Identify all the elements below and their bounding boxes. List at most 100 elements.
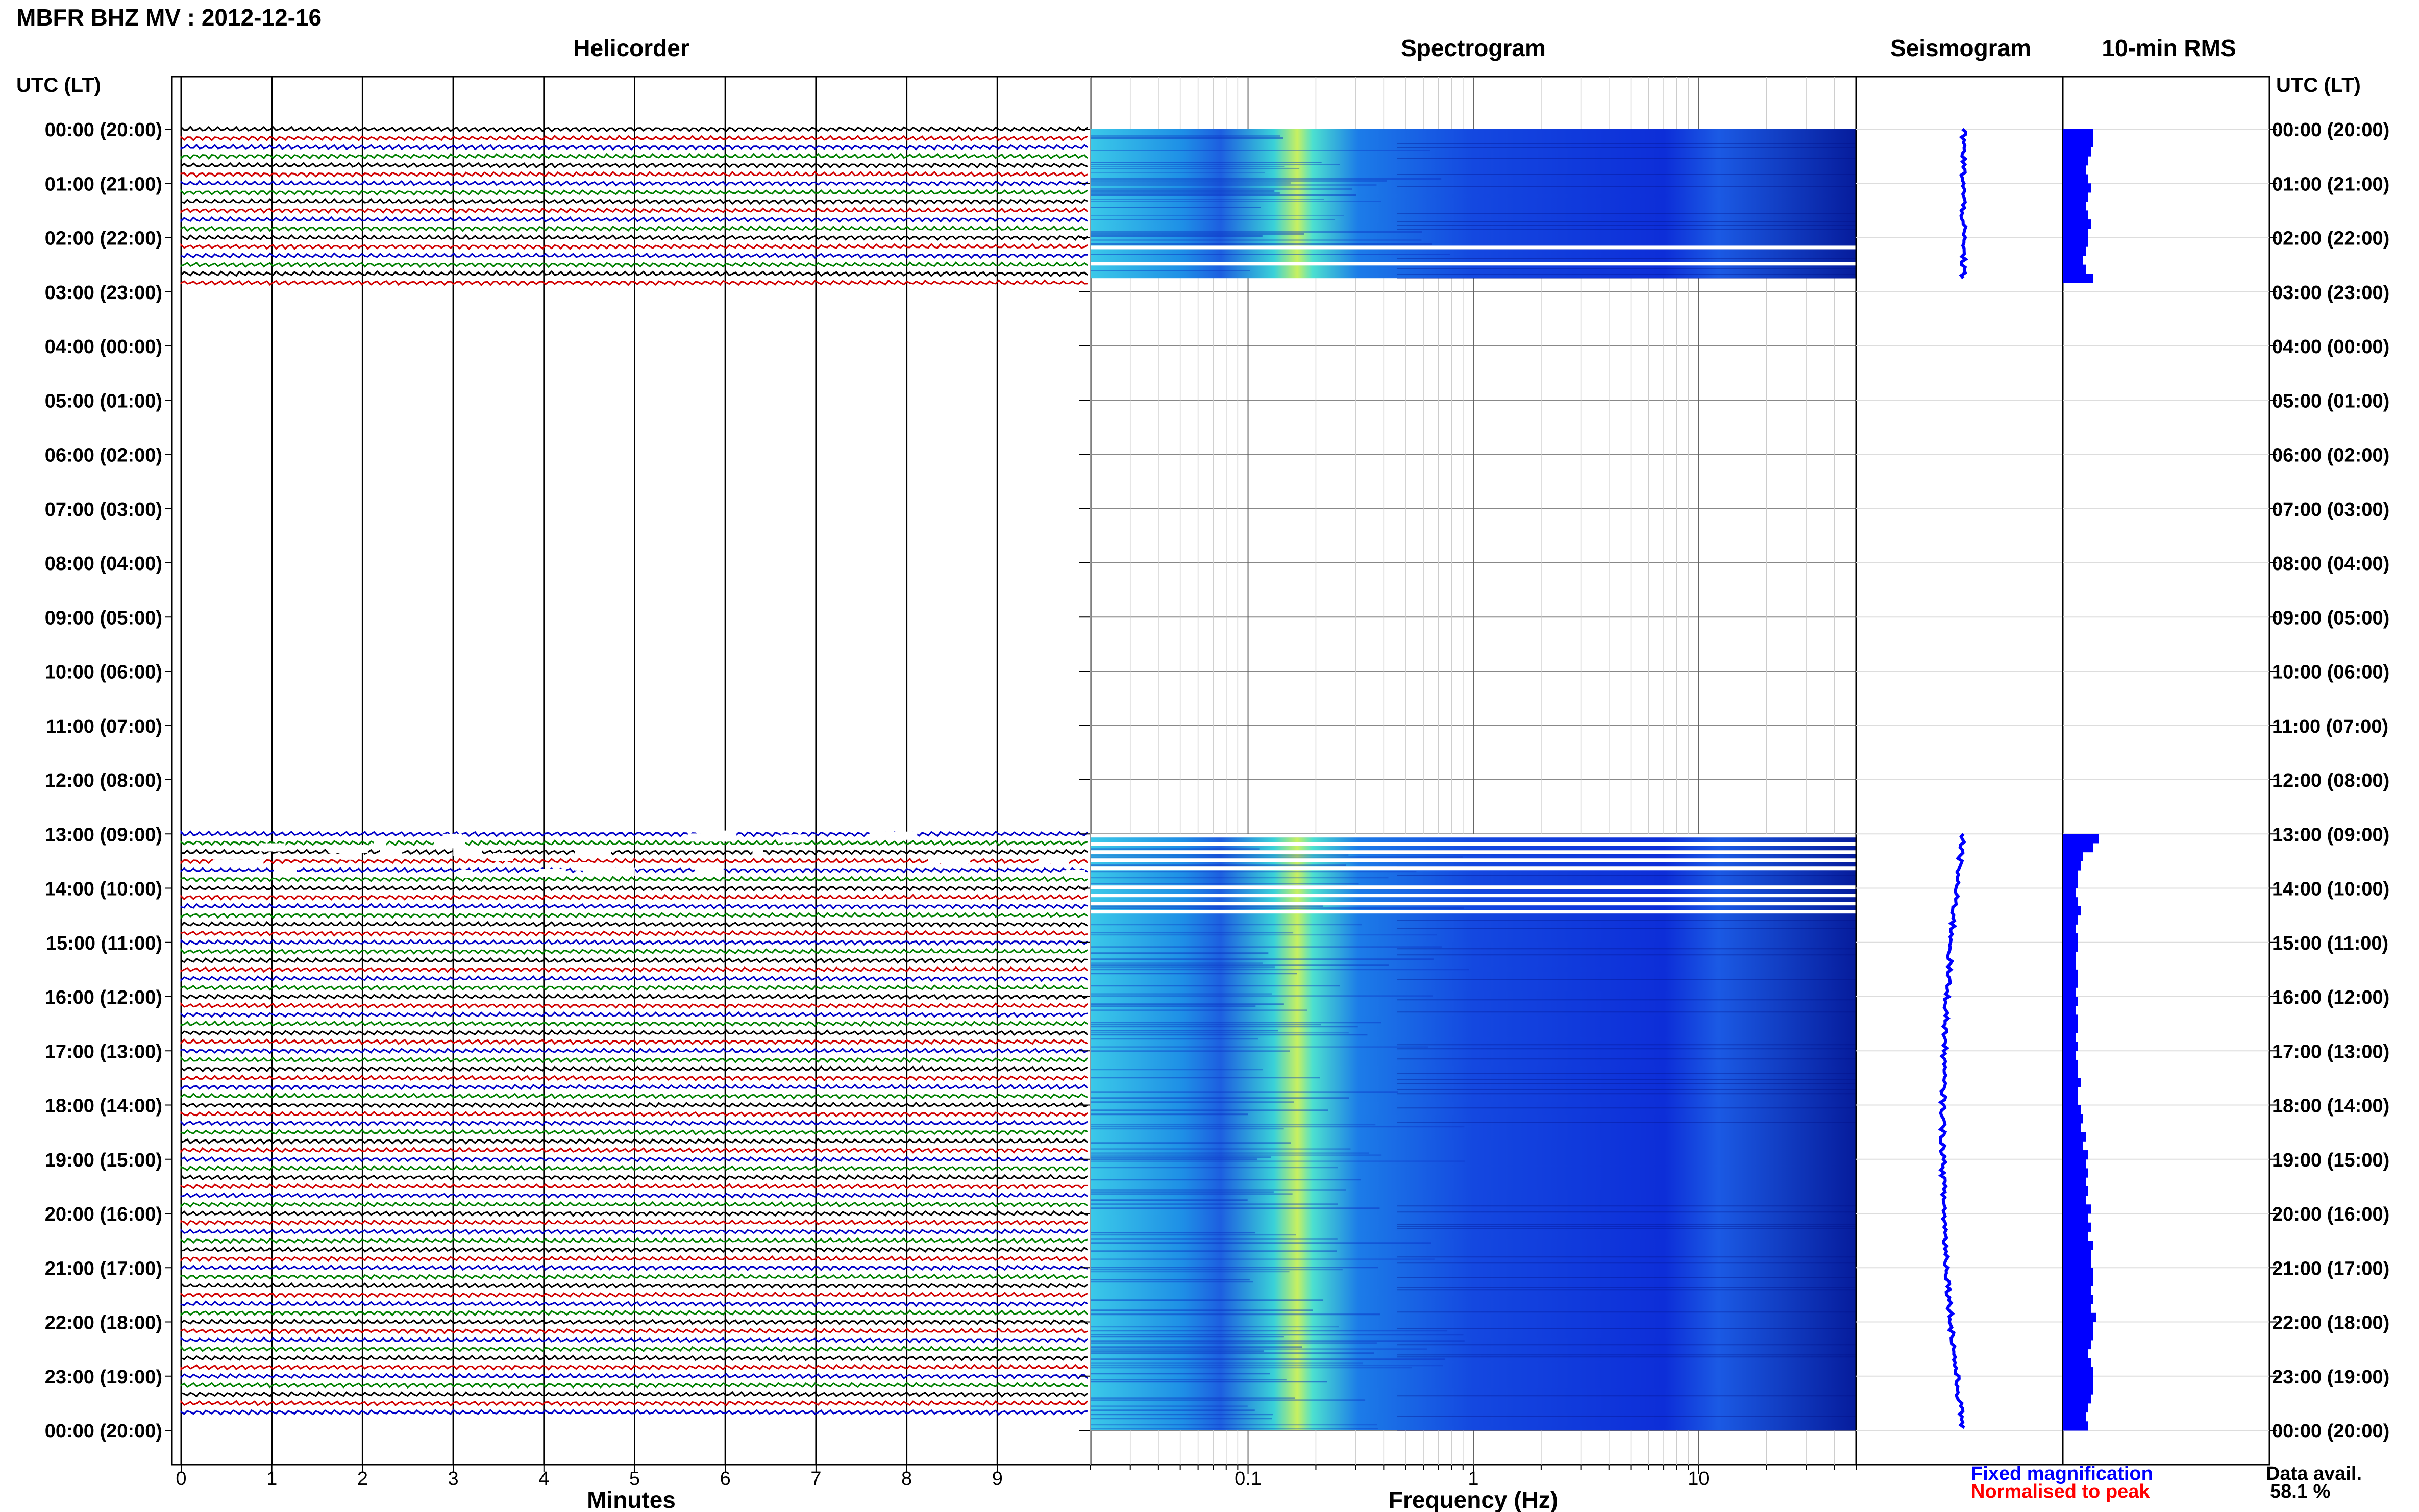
spectrogram-streak [1397, 979, 1856, 980]
rms-bar [2063, 1132, 2086, 1142]
rms-bar [2063, 1123, 2081, 1133]
spectrogram-streak [1091, 1350, 1264, 1352]
spectrogram-streak [1091, 1101, 1294, 1103]
spectrogram-streak [1397, 1344, 1856, 1346]
spectrogram-streak [1397, 1122, 1856, 1123]
rms-bar [2063, 138, 2093, 147]
spectrogram-streak [1091, 1026, 1358, 1028]
rms-bar [2063, 156, 2088, 166]
rms-bar [2063, 1159, 2086, 1169]
helicorder-trace [180, 1309, 1089, 1317]
spectrogram-streak [1091, 1271, 1290, 1273]
rms-bar [2063, 210, 2088, 220]
spectrogram-streak [1091, 1158, 1257, 1160]
rms-bar [2063, 1059, 2078, 1070]
spectrogram-streak [1397, 1083, 1856, 1084]
spectrogram-streak [1091, 1358, 1445, 1360]
spectrogram-streak [1091, 1424, 1377, 1426]
rms-panel [2062, 76, 2270, 1466]
spectrogram-streak [1397, 1395, 1856, 1397]
rms-bar [2063, 192, 2088, 202]
trace-gap [700, 830, 737, 839]
rms-bar [2063, 1078, 2081, 1087]
spectrogram-streak [1091, 1336, 1284, 1338]
spectrogram-streak [1091, 1148, 1351, 1150]
spectrogram-streak [1091, 1022, 1381, 1024]
rms-bar [2063, 1150, 2088, 1160]
helicorder-trace [180, 1318, 1088, 1326]
spectrogram-streak [1091, 188, 1353, 190]
panel-title-spectrogram: Spectrogram [1401, 35, 1546, 61]
spectrogram-streak [1091, 966, 1275, 969]
minute-tick-label: 6 [720, 1468, 731, 1490]
spectrogram-streak [1091, 1005, 1256, 1007]
helicorder-trace [180, 947, 1088, 955]
helicorder-trace [180, 984, 1088, 992]
spectrogram-gap [1091, 850, 1856, 854]
time-tick-left: 19:00 (15:00) [45, 1150, 162, 1171]
time-tick-right: 12:00 (08:00) [2272, 770, 2389, 791]
rms-bar [2063, 1403, 2088, 1413]
spectrogram-streak [1091, 1032, 1349, 1034]
spectrogram-streak [1091, 1373, 1270, 1375]
helicorder-trace [180, 930, 1088, 937]
rms-bar [2063, 1024, 2078, 1033]
time-tick-right: 03:00 (23:00) [2272, 282, 2389, 304]
spectrogram-streak [1091, 233, 1304, 235]
helicorder-trace [181, 957, 1088, 964]
minute-tick-label: 5 [629, 1468, 640, 1490]
helicorder-trace [180, 1399, 1089, 1407]
rms-bar [2063, 987, 2076, 997]
rms-bar [2063, 1295, 2093, 1304]
rms-bar [2063, 1051, 2076, 1060]
spectrogram-streak [1091, 1258, 1435, 1260]
spectrogram-streak [1091, 1352, 1374, 1354]
trace-gap [575, 849, 611, 858]
spectrogram-streak [1397, 1228, 1856, 1229]
spectrogram-streak [1091, 1034, 1368, 1036]
spectrogram-streak [1397, 186, 1856, 187]
helicorder-trace [180, 125, 1089, 133]
rms-bar [2063, 951, 2076, 961]
time-axis-label-left: UTC (LT) [16, 74, 101, 96]
helicorder-trace [180, 180, 1089, 187]
time-tick-right: 21:00 (17:00) [2272, 1258, 2389, 1279]
time-tick-left: 15:00 (11:00) [46, 933, 162, 954]
helicorder-trace [180, 261, 1088, 268]
spectrogram-streak [1091, 1069, 1263, 1071]
helicorder-xlabel: Minutes [587, 1486, 676, 1512]
helicorder-trace [180, 225, 1088, 232]
helicorder-trace [180, 839, 1088, 847]
spectrogram-streak [1397, 1328, 1856, 1329]
helicorder-trace [180, 234, 1089, 241]
rms-bar [2063, 1186, 2088, 1196]
spectrogram-streak [1091, 137, 1283, 139]
spectrogram-streak [1091, 1009, 1307, 1011]
rms-bar [2063, 1412, 2086, 1422]
rms-bar [2063, 1087, 2078, 1097]
spectrogram-streak [1091, 1024, 1321, 1026]
spectrogram-streak [1397, 1093, 1856, 1095]
helicorder-trace [180, 1147, 1088, 1154]
helicorder-trace [180, 207, 1089, 214]
spectrogram-streak [1397, 1044, 1856, 1046]
spectrogram-streak [1091, 1418, 1272, 1420]
time-tick-left: 23:00 (19:00) [45, 1367, 162, 1388]
time-tick-left: 21:00 (17:00) [45, 1258, 162, 1279]
spectrogram-streak [1397, 1073, 1856, 1074]
rms-bar [2063, 1213, 2088, 1223]
spectrogram-streak [1091, 1397, 1295, 1399]
time-tick-left: 11:00 (07:00) [46, 716, 162, 737]
rms-bar [2063, 1394, 2091, 1404]
helicorder-trace [180, 1364, 1088, 1371]
spectrogram-streak [1091, 1367, 1412, 1369]
trace-gap [869, 831, 918, 840]
trace-gap [458, 870, 473, 878]
helicorder-trace [180, 921, 1088, 928]
helicorder-trace [180, 1345, 1088, 1353]
spectrogram-streak [1091, 239, 1422, 241]
spectrogram-streak [1091, 995, 1433, 997]
minute-tick-label: 3 [448, 1468, 459, 1490]
time-tick-right: 11:00 (07:00) [2272, 716, 2388, 737]
time-tick-left: 02:00 (22:00) [45, 228, 162, 250]
